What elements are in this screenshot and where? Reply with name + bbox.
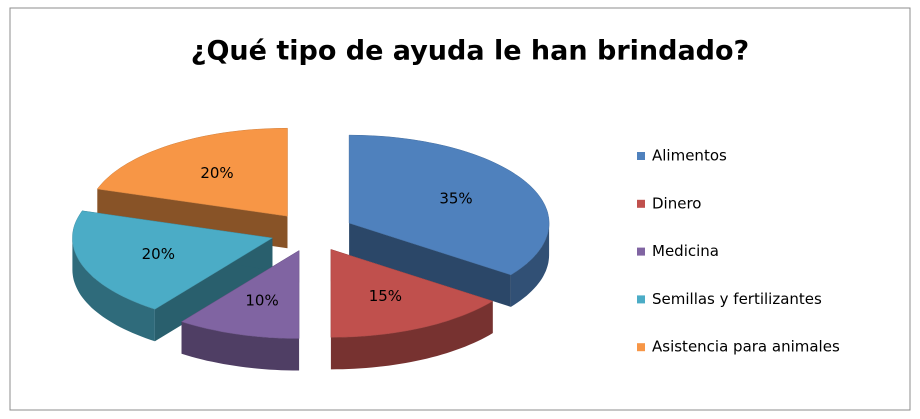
slice-side: [330, 301, 493, 370]
legend-swatch: [637, 247, 645, 256]
legend-label: Semillas y fertilizantes: [652, 290, 822, 308]
legend-swatch: [637, 295, 645, 304]
data-label: 35%: [439, 190, 472, 208]
slice: [181, 250, 300, 339]
slice: [348, 134, 550, 276]
slice-side: [349, 223, 511, 307]
data-label: 10%: [245, 291, 278, 309]
slice-side: [181, 321, 300, 371]
legend-swatch: [637, 152, 645, 160]
data-label: 20%: [200, 164, 233, 182]
slice: [72, 210, 274, 310]
slice-side: [72, 238, 155, 342]
legend-swatch: [637, 199, 645, 208]
legend-swatch: [637, 343, 645, 352]
data-label: 15%: [369, 287, 402, 305]
chart-title: ¿Qué tipo de ayuda le han brindado?: [191, 36, 749, 67]
legend-label: Alimentos: [652, 147, 727, 165]
slice-side: [510, 223, 550, 307]
slice: [96, 127, 288, 217]
slice: [330, 249, 494, 338]
legend-label: Dinero: [652, 194, 701, 212]
legend-label: Asistencia para animales: [652, 338, 840, 356]
legend-label: Medicina: [652, 242, 719, 260]
data-label: 20%: [142, 245, 175, 263]
